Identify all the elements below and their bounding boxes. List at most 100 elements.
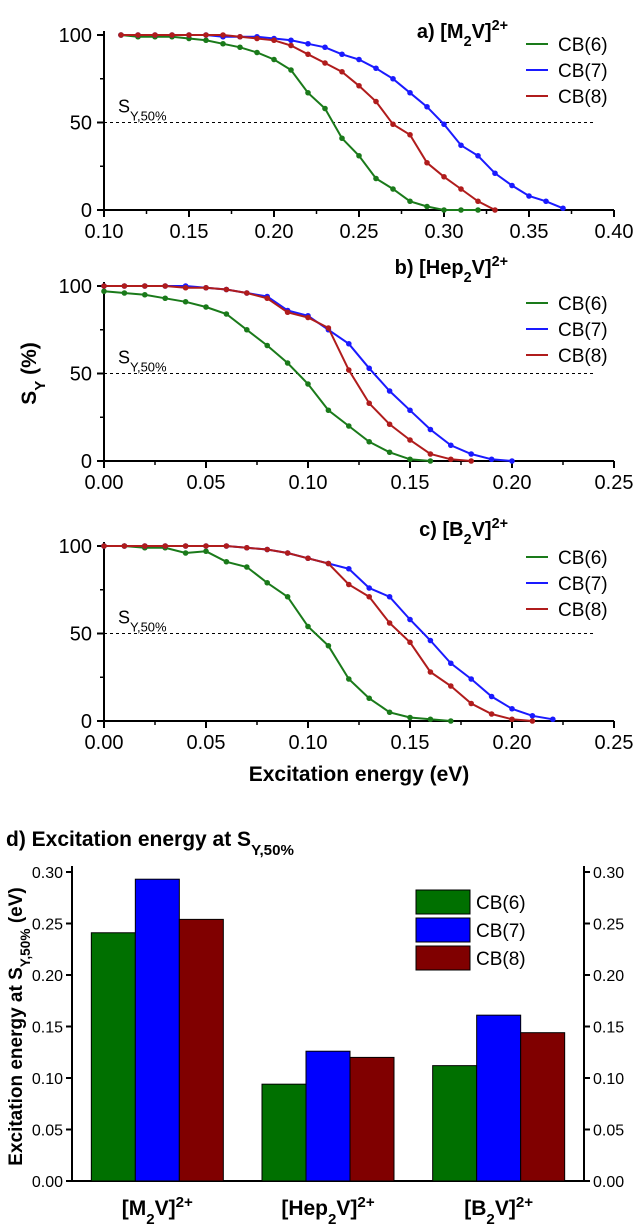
data-point [203,548,209,555]
data-point [509,458,515,464]
data-point [220,32,226,38]
data-point [121,283,128,289]
y-tick-label: 50 [70,113,92,135]
bar-CB(6) [432,1065,478,1182]
data-point [182,298,189,305]
x-tick-label: 0.00 [85,472,124,494]
data-point [346,340,352,347]
data-point [346,581,352,588]
y-tick-label-right: 0.20 [593,968,624,985]
data-point [427,637,434,644]
data-point [529,718,536,724]
data-point [488,456,495,463]
data-point [356,82,362,89]
y-tick-label-right: 0.10 [593,1071,624,1088]
data-point [390,121,396,128]
data-point [366,438,373,445]
x-axis-label: Excitation energy (eV) [249,763,470,786]
data-point [203,543,209,549]
data-point [101,283,107,289]
data-point [509,182,515,189]
data-point [407,616,413,623]
data-point [121,543,128,549]
y-tick-label-right: 0.00 [593,1174,624,1191]
data-point [424,159,430,166]
data-point [305,314,311,321]
data-point [407,714,413,721]
data-point [346,676,352,682]
y-tick-label: 0 [81,451,92,473]
y-tick-label-right: 0.15 [593,1020,624,1037]
bar-CB(7) [305,1050,351,1182]
data-point [203,32,209,38]
series-line-CB(8) [104,545,533,722]
data-point [322,60,328,66]
legend-swatch [415,917,471,943]
data-point [169,32,175,38]
data-point [223,558,230,565]
line-chart-panel-1: 0.10 0.15 0.20 0.25 0.30 0.35 0.40 0 50 100 SY,50%… [59,18,634,243]
data-point [284,593,291,600]
data-point [288,42,294,49]
data-point [288,67,294,73]
legend-label: CB(7) [476,921,526,942]
x-tick-label: 0.40 [595,221,634,243]
data-point [223,286,230,293]
data-point [223,311,230,317]
data-point [182,543,189,549]
data-point [162,283,168,289]
data-point [264,579,271,586]
data-point [366,695,373,702]
x-category-label: [Hep2V]2+ [281,1194,374,1225]
data-point [407,131,413,138]
data-point [244,544,250,551]
data-point [509,705,515,712]
data-point [488,711,495,717]
data-point [264,295,271,302]
data-point [386,620,393,626]
data-point [203,304,209,310]
x-tick-label: 0.15 [170,221,209,243]
data-point [386,421,393,428]
data-point [305,623,311,630]
data-point [448,683,454,689]
legend-label: CB(8) [476,949,526,970]
data-point [305,51,311,58]
data-point [448,442,454,449]
data-point [254,49,260,56]
data-point [182,284,189,291]
threshold-label: SY,50% [118,608,167,635]
series-line-CB(6) [103,290,431,462]
data-point [339,135,345,142]
data-point [492,207,498,213]
data-point [407,437,413,443]
data-point [244,326,250,333]
bar-CB(8) [349,1056,395,1182]
data-point [386,449,393,456]
data-point [475,198,481,205]
data-point [407,89,413,96]
x-tick-label: 0.05 [187,732,226,754]
data-point [264,342,271,349]
data-point [135,32,141,38]
data-point [475,207,481,213]
data-point [346,423,352,429]
x-tick-label: 0.10 [289,472,328,494]
data-point [390,186,396,192]
legend-label: CB(7) [558,61,608,82]
data-point [186,32,192,38]
y-tick-label: 0 [81,200,92,222]
data-point [284,550,291,556]
series-line-CB(6) [104,545,451,722]
data-point [386,593,393,600]
data-point [325,560,332,567]
x-tick-label: 0.15 [391,472,430,494]
data-point [271,56,277,63]
y-axis-label: Excitation energy at SY,50% (eV) [6,887,33,1165]
data-point [288,37,294,44]
x-tick-label: 0.25 [595,732,634,754]
data-point [468,700,475,707]
data-point [427,716,434,723]
legend-label: CB(7) [558,574,608,595]
data-point [424,203,430,210]
